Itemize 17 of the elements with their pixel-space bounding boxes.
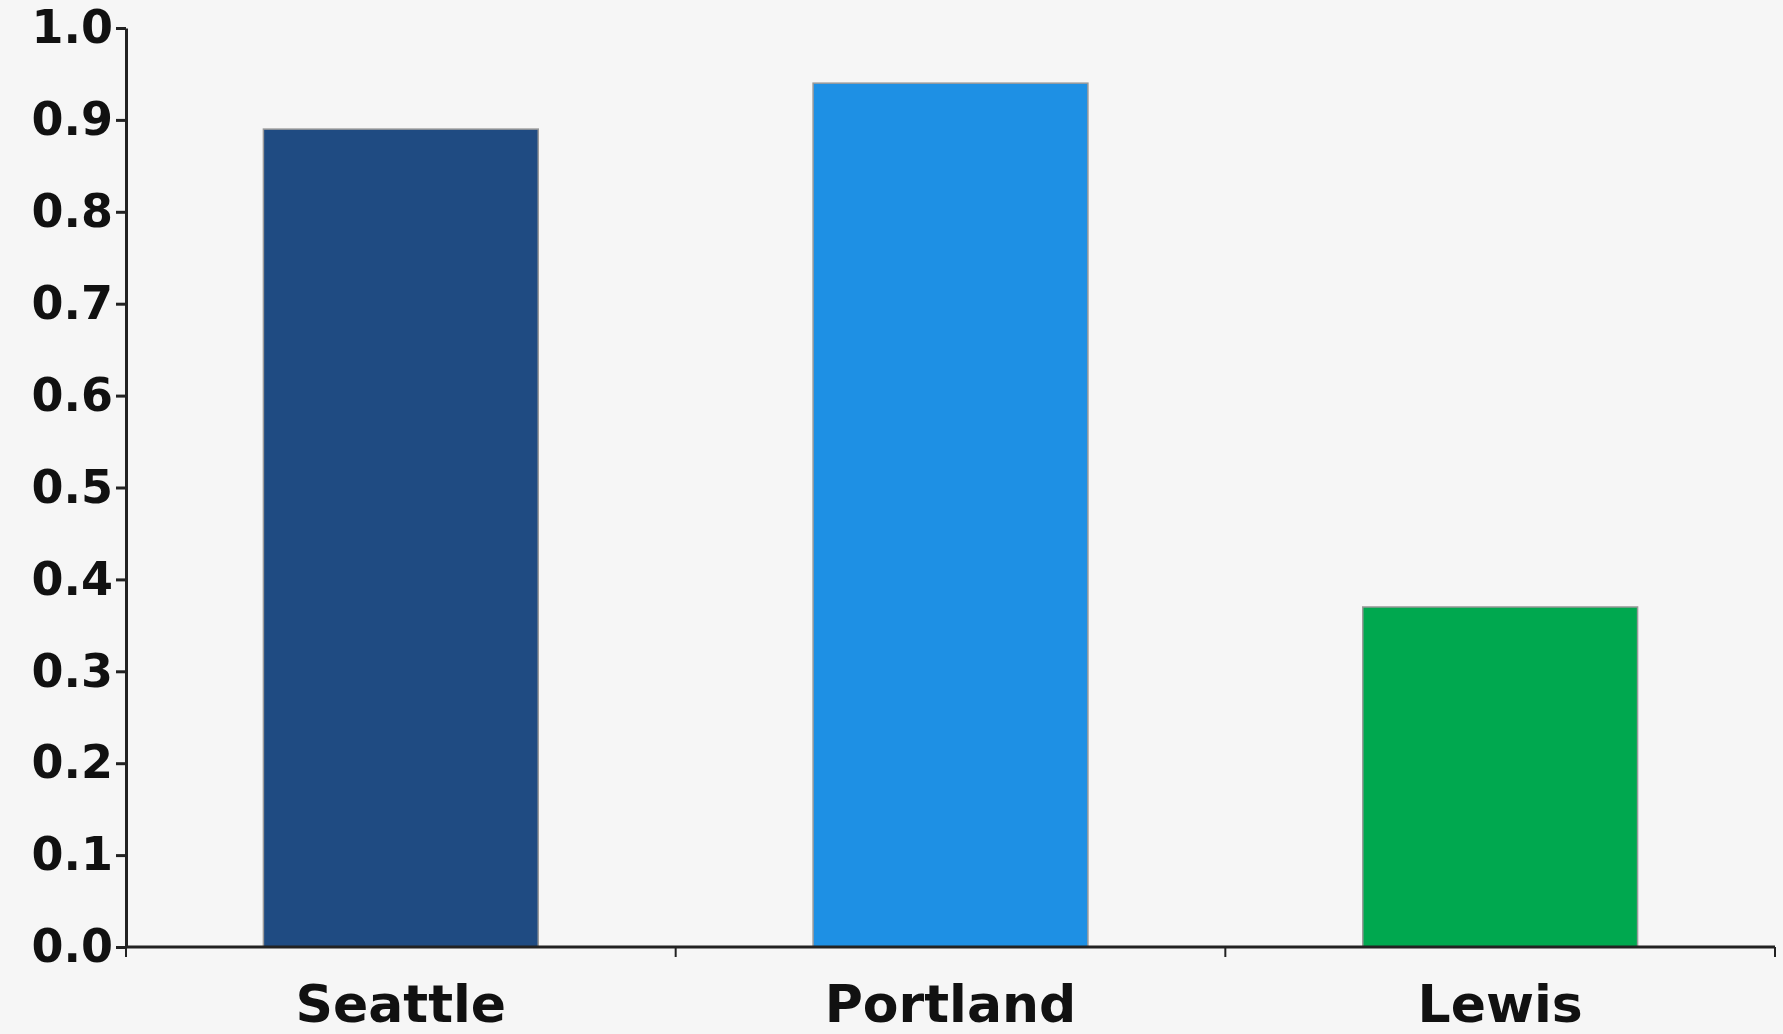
bar: [1362, 606, 1639, 948]
y-tick-label: 0.8: [31, 184, 113, 239]
y-tick-label: 0.1: [31, 827, 113, 882]
y-tick-label: 0.0: [31, 919, 113, 974]
y-tick-label: 0.4: [31, 551, 113, 606]
y-tick-label: 1.0: [31, 0, 113, 55]
y-tick-label: 0.6: [31, 367, 113, 422]
bar: [262, 128, 539, 948]
y-tick-label: 0.3: [31, 643, 113, 698]
y-tick-label: 0.2: [31, 735, 113, 790]
x-tick-label: Seattle: [295, 974, 507, 1034]
x-tick-label: Portland: [824, 974, 1077, 1034]
bar: [812, 82, 1089, 948]
y-tick-label: 0.9: [31, 92, 113, 147]
x-tick-label: Lewis: [1417, 974, 1583, 1034]
y-tick-label: 0.7: [31, 275, 113, 330]
y-tick-label: 0.5: [31, 459, 113, 514]
